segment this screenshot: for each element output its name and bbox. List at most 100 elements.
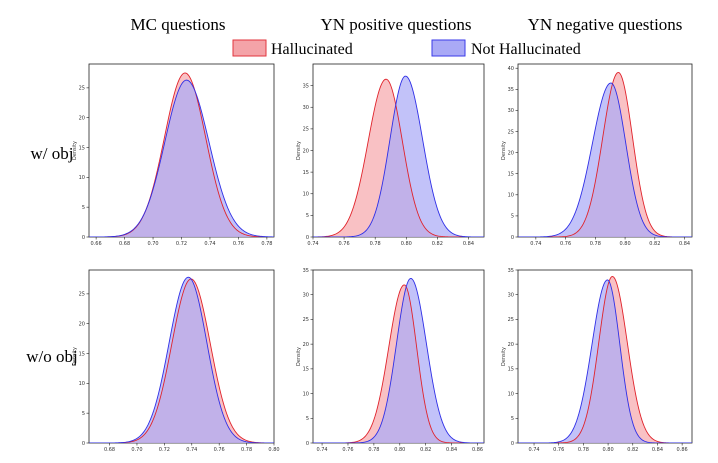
- y-tick-label: 30: [508, 108, 514, 114]
- x-tick-label: 0.84: [679, 241, 690, 247]
- panel-w-o-obj-yn-negative-questions: 0.74 0.76 0.78 0.80 0.82 0.84 0.86 0 5 10 15 20 25 30…: [501, 268, 692, 453]
- legend-label-not-hallucinated: Not Hallucinated: [471, 41, 581, 58]
- y-tick-label: 30: [303, 105, 309, 111]
- y-tick-label: 0: [82, 441, 85, 447]
- y-axis-label: Density: [296, 347, 302, 366]
- y-tick-label: 10: [303, 391, 309, 397]
- x-tick-label: 0.82: [627, 447, 638, 453]
- x-tick-label: 0.68: [104, 447, 115, 453]
- y-tick-label: 10: [303, 192, 309, 198]
- x-tick-label: 0.78: [368, 447, 379, 453]
- y-tick-label: 20: [79, 321, 85, 327]
- panel-w-o-obj-mc-questions: 0.68 0.70 0.72 0.74 0.76 0.78 0.80 0 5 10 15 20 25 De…: [72, 270, 280, 453]
- x-tick-label: 0.84: [463, 241, 474, 247]
- x-tick-label: 0.76: [339, 241, 350, 247]
- x-tick-label: 0.86: [472, 447, 483, 453]
- y-tick-label: 20: [303, 148, 309, 154]
- y-tick-label: 20: [79, 115, 85, 121]
- x-tick-label: 0.68: [119, 241, 130, 247]
- x-tick-label: 0.74: [204, 241, 215, 247]
- x-tick-label: 0.78: [261, 241, 272, 247]
- legend-label-hallucinated: Hallucinated: [271, 41, 353, 58]
- row-label-with-obj: w/ obj: [31, 144, 74, 163]
- y-tick-label: 25: [79, 86, 85, 92]
- y-axis-label: Density: [501, 347, 507, 366]
- y-tick-label: 10: [79, 381, 85, 387]
- y-tick-label: 5: [511, 214, 514, 220]
- y-tick-label: 5: [82, 205, 85, 211]
- x-tick-label: 0.80: [603, 447, 614, 453]
- x-tick-label: 0.74: [316, 447, 327, 453]
- y-tick-label: 20: [508, 150, 514, 156]
- x-tick-label: 0.70: [131, 447, 142, 453]
- y-tick-label: 35: [303, 83, 309, 89]
- x-tick-label: 0.74: [186, 447, 197, 453]
- panel-w-obj-mc-questions: 0.66 0.68 0.70 0.72 0.74 0.76 0.78 0 5 10 15 20 25 De…: [72, 64, 274, 247]
- x-tick-label: 0.78: [590, 241, 601, 247]
- y-tick-label: 15: [303, 367, 309, 373]
- x-tick-label: 0.78: [241, 447, 252, 453]
- x-tick-label: 0.74: [530, 241, 541, 247]
- y-axis-label: Density: [296, 141, 302, 160]
- y-tick-label: 15: [508, 367, 514, 373]
- y-tick-label: 15: [508, 172, 514, 178]
- y-tick-label: 5: [511, 416, 514, 422]
- column-title-mc: MC questions: [131, 15, 226, 34]
- y-tick-label: 25: [79, 292, 85, 298]
- y-tick-label: 20: [303, 342, 309, 348]
- figure: MC questions YN positive questions YN ne…: [0, 0, 718, 463]
- x-tick-label: 0.78: [370, 241, 381, 247]
- x-tick-label: 0.78: [578, 447, 589, 453]
- x-tick-label: 0.76: [560, 241, 571, 247]
- x-tick-label: 0.74: [307, 241, 318, 247]
- x-tick-label: 0.76: [233, 241, 244, 247]
- x-tick-label: 0.84: [652, 447, 663, 453]
- y-tick-label: 15: [79, 145, 85, 151]
- x-tick-label: 0.80: [394, 447, 405, 453]
- x-tick-label: 0.74: [528, 447, 539, 453]
- y-axis-label: Density: [72, 347, 78, 366]
- x-tick-label: 0.86: [677, 447, 688, 453]
- legend-swatch-hallucinated: [233, 40, 266, 56]
- y-tick-label: 0: [511, 235, 514, 241]
- x-tick-label: 0.82: [649, 241, 660, 247]
- x-tick-label: 0.66: [91, 241, 102, 247]
- y-tick-label: 35: [508, 268, 514, 274]
- x-tick-label: 0.84: [446, 447, 457, 453]
- y-tick-label: 10: [508, 193, 514, 199]
- legend-swatch-not-hallucinated: [432, 40, 465, 56]
- legend: Hallucinated Not Hallucinated: [233, 40, 581, 58]
- panel-w-obj-yn-negative-questions: 0.74 0.76 0.78 0.80 0.82 0.84 0 5 10 15 20 25 30 35 40…: [501, 64, 692, 247]
- column-title-yn-positive: YN positive questions: [320, 15, 471, 34]
- x-tick-label: 0.80: [620, 241, 631, 247]
- y-tick-label: 5: [306, 416, 309, 422]
- y-tick-label: 25: [303, 127, 309, 133]
- x-tick-label: 0.76: [553, 447, 564, 453]
- y-tick-label: 25: [508, 129, 514, 135]
- y-tick-label: 10: [79, 175, 85, 181]
- y-tick-label: 35: [303, 268, 309, 274]
- y-tick-label: 0: [306, 235, 309, 241]
- x-tick-label: 0.72: [176, 241, 187, 247]
- column-title-yn-negative: YN negative questions: [528, 15, 683, 34]
- y-tick-label: 40: [508, 66, 514, 72]
- y-tick-label: 30: [508, 293, 514, 299]
- y-tick-label: 5: [306, 213, 309, 219]
- y-tick-label: 10: [508, 391, 514, 397]
- x-tick-label: 0.82: [432, 241, 443, 247]
- x-tick-label: 0.80: [268, 447, 279, 453]
- y-tick-label: 15: [303, 170, 309, 176]
- y-tick-label: 0: [82, 235, 85, 241]
- x-tick-label: 0.82: [420, 447, 431, 453]
- y-tick-label: 25: [508, 317, 514, 323]
- y-tick-label: 35: [508, 87, 514, 93]
- panel-w-obj-yn-positive-questions: 0.74 0.76 0.78 0.80 0.82 0.84 0 5 10 15 20 25 30 35 De…: [296, 64, 484, 247]
- panel-w-o-obj-yn-positive-questions: 0.74 0.76 0.78 0.80 0.82 0.84 0.86 0 5 10 15 20 25 30…: [296, 268, 484, 453]
- y-tick-label: 0: [306, 441, 309, 447]
- y-tick-label: 0: [511, 441, 514, 447]
- x-tick-label: 0.80: [401, 241, 412, 247]
- y-axis-label: Density: [72, 141, 78, 160]
- y-tick-label: 20: [508, 342, 514, 348]
- x-tick-label: 0.72: [159, 447, 170, 453]
- y-tick-label: 25: [303, 317, 309, 323]
